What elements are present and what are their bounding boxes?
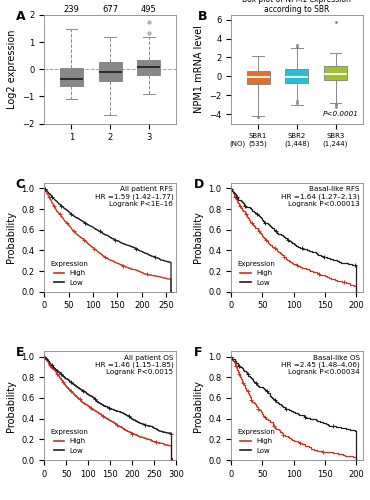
Text: All patient RFS
HR =1.59 (1.42–1.77)
Logrank P<1E–16: All patient RFS HR =1.59 (1.42–1.77) Log… [94,186,173,207]
Text: F: F [194,346,203,359]
Legend: High, Low: High, Low [235,258,278,288]
Legend: High, Low: High, Low [48,426,91,456]
Text: (NO): (NO) [230,140,246,146]
Y-axis label: Log2 expression: Log2 expression [7,30,17,109]
Text: 495: 495 [141,4,157,14]
PathPatch shape [285,69,309,83]
Text: All patient OS
HR =1.46 (1.15–1.85)
Logrank P<0.0015: All patient OS HR =1.46 (1.15–1.85) Logr… [94,354,173,375]
Text: 239: 239 [64,4,80,14]
Y-axis label: NPM1 mRNA level: NPM1 mRNA level [194,26,204,113]
Text: Basal-like OS
HR =2.45 (1.48–4.06)
Logrank P<0.00034: Basal-like OS HR =2.45 (1.48–4.06) Logra… [281,354,360,375]
Y-axis label: Probability: Probability [192,212,203,264]
Y-axis label: Probability: Probability [6,212,16,264]
PathPatch shape [98,62,122,82]
Text: 677: 677 [102,4,118,14]
Text: D: D [194,178,205,191]
PathPatch shape [137,60,161,74]
Y-axis label: Probability: Probability [6,380,16,432]
Text: Basal-like RFS
HR =1.64 (1.27–2.13)
Logrank P<0.00013: Basal-like RFS HR =1.64 (1.27–2.13) Logr… [281,186,360,207]
Legend: High, Low: High, Low [235,426,278,456]
Text: B: B [198,10,208,22]
PathPatch shape [246,71,270,85]
Y-axis label: Probability: Probability [192,380,203,432]
Text: A: A [16,10,25,22]
PathPatch shape [324,66,347,80]
Legend: High, Low: High, Low [48,258,91,288]
Title: Box plot of NPM1 expression
according to SBR: Box plot of NPM1 expression according to… [242,0,351,14]
PathPatch shape [60,68,83,86]
Text: E: E [16,346,24,359]
Text: P<0.0001: P<0.0001 [323,111,359,117]
Text: C: C [16,178,24,191]
